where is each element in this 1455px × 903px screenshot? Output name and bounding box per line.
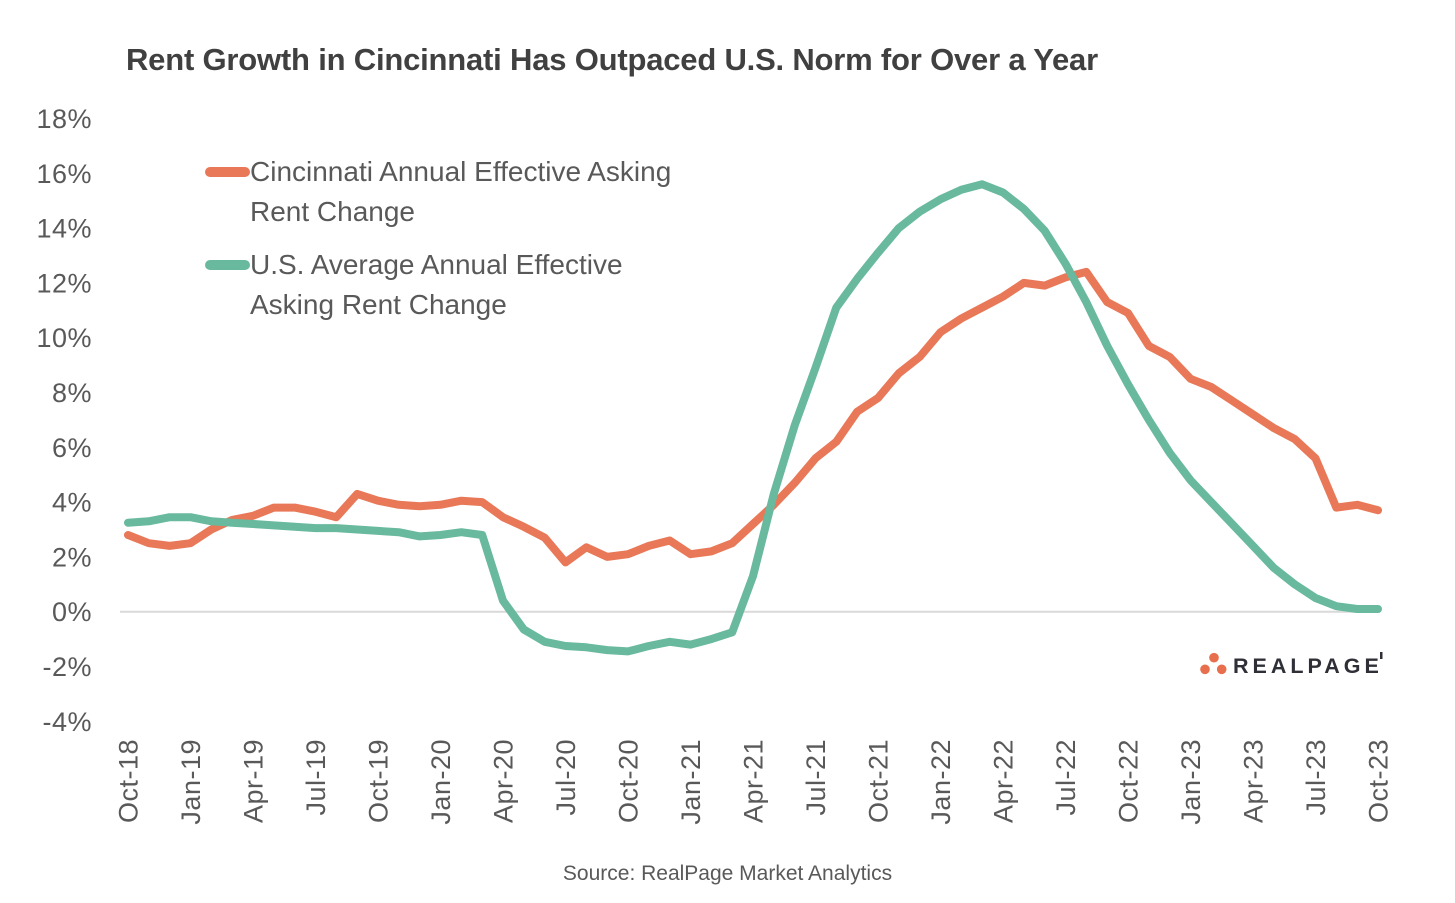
x-tick-label: Jul-23 xyxy=(1301,739,1331,816)
cincinnati-line-swatch-icon xyxy=(205,167,250,177)
y-tick-label: 10% xyxy=(36,323,92,353)
x-tick-label: Oct-22 xyxy=(1113,739,1143,823)
y-tick-label: 2% xyxy=(52,542,92,572)
x-tick-label: Jul-19 xyxy=(301,739,331,816)
us-average-line-swatch-icon xyxy=(205,260,250,270)
x-tick-label: Jul-22 xyxy=(1051,739,1081,816)
y-tick-label: 6% xyxy=(52,433,92,463)
realpage-logo: REALPAGE xyxy=(1200,652,1383,678)
x-tick-label: Apr-19 xyxy=(238,739,268,823)
realpage-logo-text: REALPAGE xyxy=(1233,654,1383,678)
x-tick-label: Jan-22 xyxy=(926,739,956,825)
y-tick-label: -4% xyxy=(42,707,92,737)
x-tick-label: Oct-19 xyxy=(363,739,393,823)
x-tick-label: Jul-21 xyxy=(801,739,831,816)
y-tick-label: 0% xyxy=(52,597,92,627)
x-tick-label: Jan-19 xyxy=(176,739,206,825)
y-tick-label: 8% xyxy=(52,378,92,408)
y-tick-label: 18% xyxy=(36,104,92,134)
x-tick-label: Oct-20 xyxy=(613,739,643,823)
legend-entry-cincinnati: Cincinnati Annual Effective Asking Rent … xyxy=(205,152,690,232)
y-tick-label: 4% xyxy=(52,488,92,518)
y-tick-label: 12% xyxy=(36,268,92,298)
us-average-line xyxy=(124,180,1382,656)
y-tick-label: 16% xyxy=(36,159,92,189)
x-tick-label: Apr-23 xyxy=(1238,739,1268,823)
legend-label-us-average: U.S. Average Annual Effective Asking Ren… xyxy=(250,249,623,320)
x-tick-label: Jan-21 xyxy=(676,739,706,825)
x-tick-label: Apr-22 xyxy=(988,739,1018,823)
realpage-dots-icon xyxy=(1200,652,1227,675)
cincinnati-line xyxy=(124,267,1382,567)
x-tick-label: Jul-20 xyxy=(551,739,581,816)
x-tick-label: Jan-23 xyxy=(1176,739,1206,825)
x-tick-label: Oct-23 xyxy=(1363,739,1393,823)
x-tick-label: Jan-20 xyxy=(426,739,456,825)
x-tick-label: Oct-18 xyxy=(114,739,144,823)
legend-label-cincinnati: Cincinnati Annual Effective Asking Rent … xyxy=(250,156,672,227)
legend: Cincinnati Annual Effective Asking Rent … xyxy=(205,152,690,338)
legend-entry-us-average: U.S. Average Annual Effective Asking Ren… xyxy=(205,245,690,325)
source-note: Source: RealPage Market Analytics xyxy=(562,862,893,885)
y-tick-label: 14% xyxy=(36,214,92,244)
x-tick-label: Apr-20 xyxy=(488,739,518,823)
x-tick-label: Oct-21 xyxy=(863,739,893,823)
chart-title: Rent Growth in Cincinnati Has Outpaced U… xyxy=(126,42,1098,77)
x-tick-label: Apr-21 xyxy=(738,739,768,823)
y-tick-label: -2% xyxy=(42,652,92,682)
